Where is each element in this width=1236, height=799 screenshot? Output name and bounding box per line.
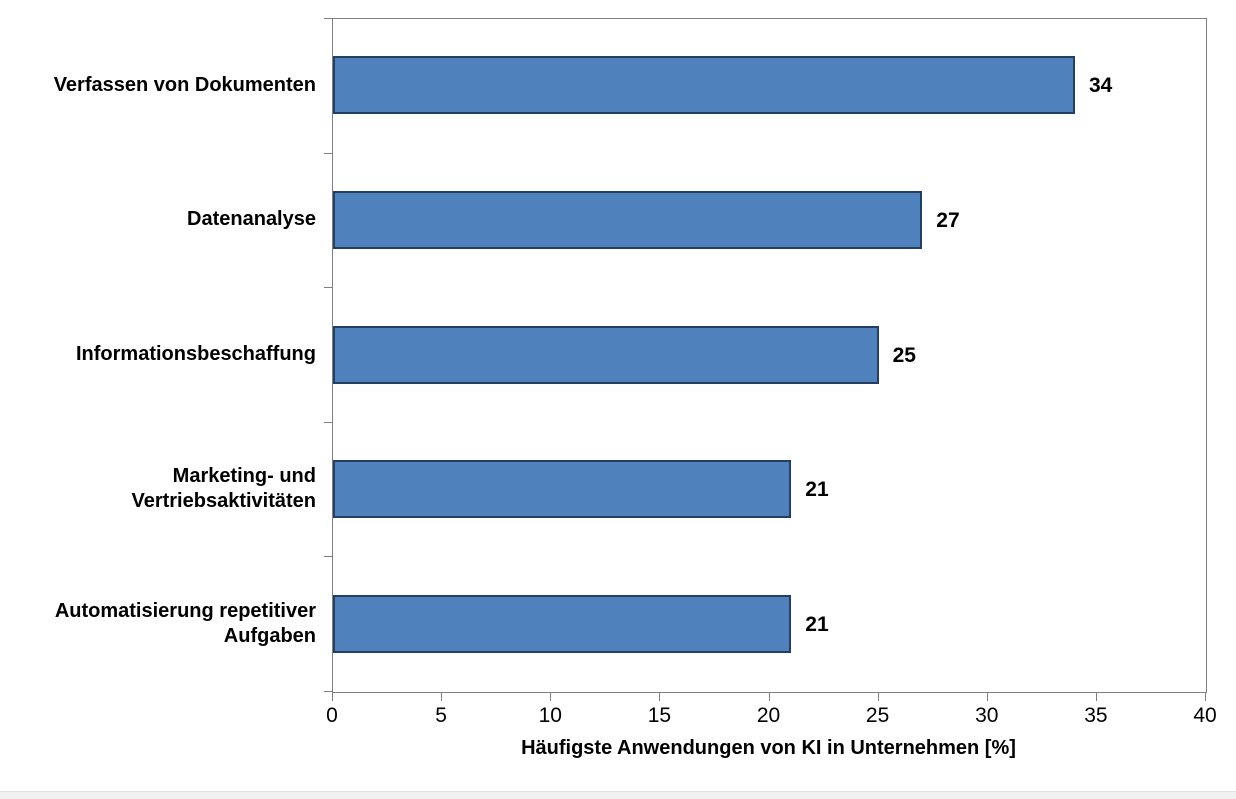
bar-value-label: 25 — [892, 343, 916, 367]
y-axis-tick — [324, 287, 332, 289]
x-axis-tick-label: 30 — [975, 704, 999, 727]
y-axis-tick — [324, 18, 332, 19]
x-axis-tick — [441, 693, 443, 701]
x-axis-tick — [986, 693, 988, 701]
x-axis-tick-label: 20 — [756, 704, 781, 727]
x-axis-tick-label: 10 — [538, 704, 562, 727]
bar-value-label: 21 — [805, 478, 829, 502]
category-label: Informationsbeschaffung — [75, 342, 316, 365]
x-axis-tick-label: 0 — [326, 704, 338, 727]
x-axis-tick-label: 5 — [435, 704, 447, 727]
bar-value-label: 34 — [1089, 74, 1113, 98]
x-axis-title: Häufigste Anwendungen von KI in Unterneh… — [521, 737, 1016, 759]
x-axis-tick — [1095, 693, 1097, 701]
x-axis-tick-label: 25 — [865, 704, 890, 727]
bar-value-label: 27 — [936, 208, 960, 232]
y-axis-tick — [324, 152, 332, 154]
category-label: Automatisierung repetitiver Aufgaben — [54, 599, 316, 647]
x-axis-tick — [877, 693, 879, 701]
x-axis-tick — [768, 693, 770, 701]
x-axis-tick-label: 40 — [1193, 704, 1217, 727]
bar — [333, 190, 923, 249]
window-edge-strip — [0, 791, 1236, 799]
bar — [333, 325, 879, 384]
bar — [333, 56, 1075, 115]
y-axis-tick — [324, 691, 332, 692]
category-label: Marketing- und Vertriebsaktivitäten — [131, 465, 316, 513]
x-axis-tick — [332, 693, 333, 701]
y-axis-tick — [324, 421, 332, 423]
category-label: Datenanalyse — [187, 208, 316, 231]
x-axis-tick — [659, 693, 661, 701]
bar — [333, 460, 792, 519]
x-axis-tick — [1205, 693, 1206, 701]
bar-value-label: 21 — [805, 612, 829, 636]
y-axis-tick — [324, 556, 332, 558]
x-axis-tick-label: 35 — [1084, 704, 1108, 727]
x-axis-tick — [550, 693, 552, 701]
bar — [333, 594, 792, 653]
category-label: Verfassen von Dokumenten — [53, 73, 316, 96]
x-axis-tick-label: 15 — [647, 704, 672, 727]
